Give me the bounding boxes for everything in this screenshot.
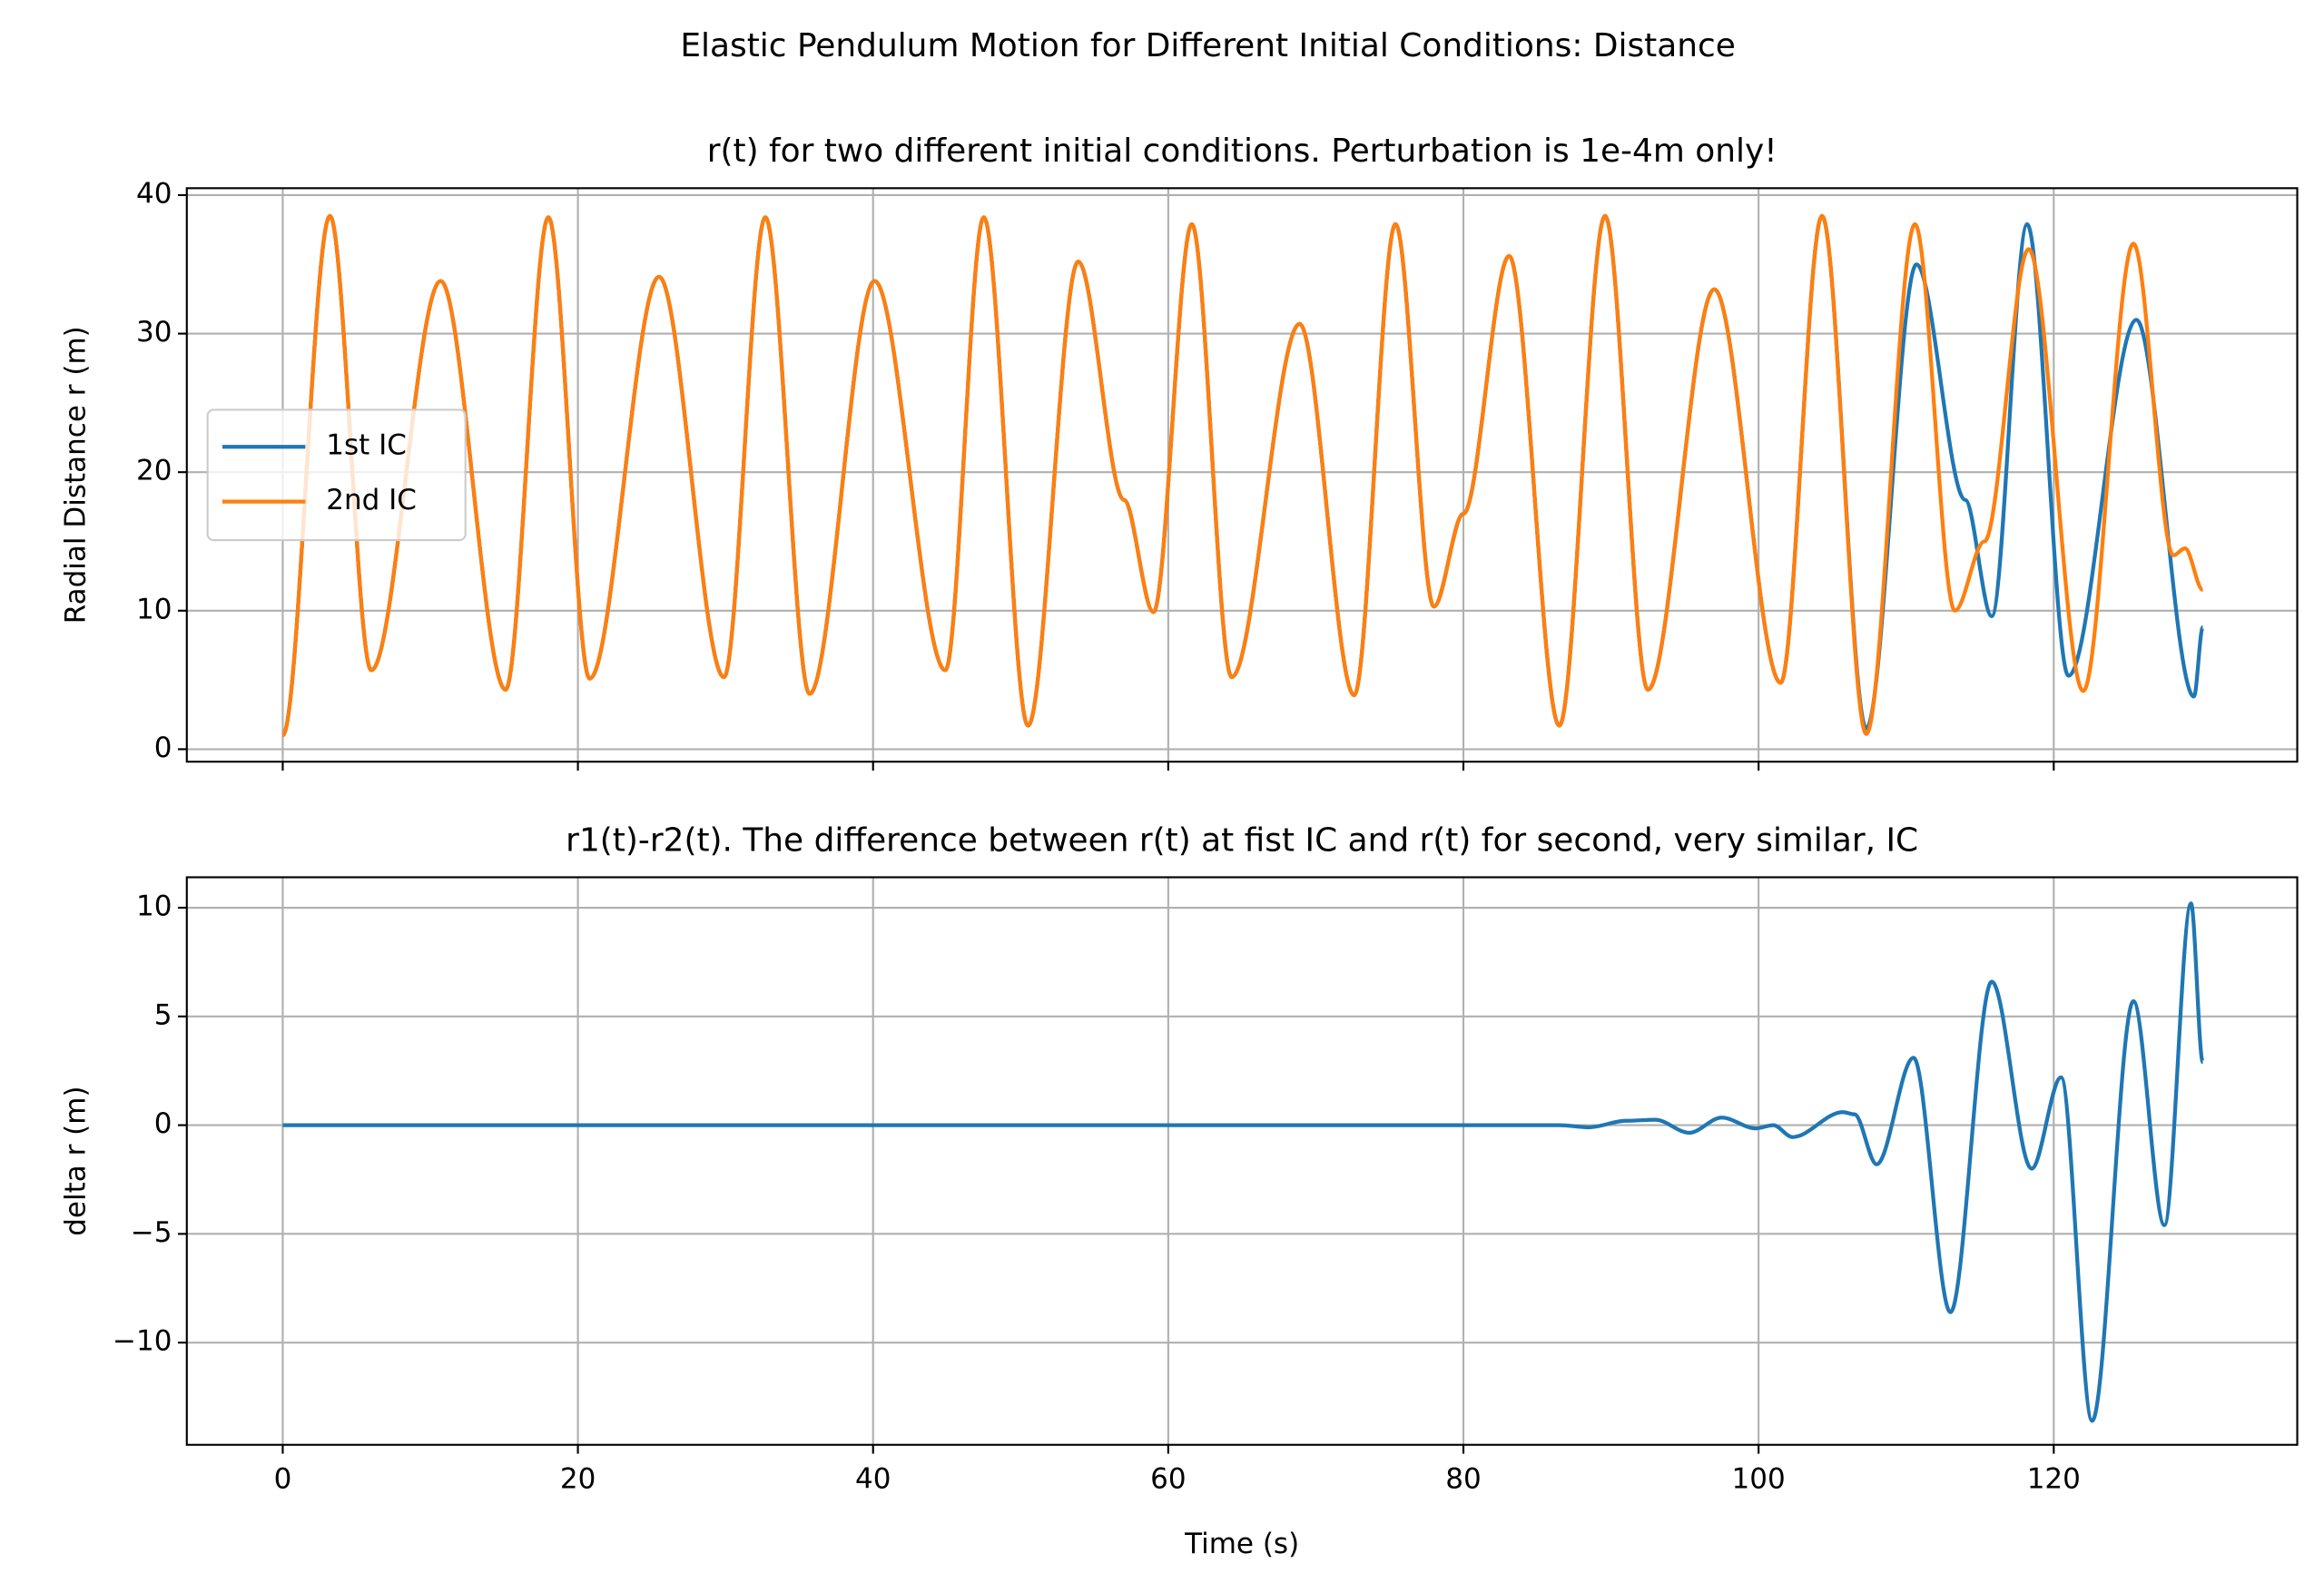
- x-tick-label: 20: [560, 1462, 596, 1495]
- y-tick-label: 30: [136, 316, 172, 349]
- axes-frame: [185, 187, 2299, 763]
- x-tick-label: 100: [1732, 1462, 1786, 1495]
- x-tick-label: 0: [274, 1462, 292, 1495]
- x-axis-label: Time (s): [1184, 1528, 1299, 1560]
- axes-frame: [185, 876, 2299, 1446]
- y-axis-label: Radial Distance r (m): [59, 326, 92, 624]
- y-axis-label: delta r (m): [59, 1086, 92, 1235]
- y-tick-label: 0: [154, 732, 172, 764]
- series-line: [282, 901, 2205, 1423]
- figure-title: Elastic Pendulum Motion for Different In…: [680, 27, 1736, 64]
- y-tick-label: 5: [154, 998, 172, 1031]
- legend-label: 1st IC: [326, 429, 407, 462]
- y-tick-label: 10: [136, 593, 172, 625]
- x-tick-label: 80: [1445, 1462, 1481, 1495]
- y-tick-label: −10: [113, 1325, 172, 1358]
- y-tick-label: 40: [136, 177, 172, 210]
- x-tick-label: 60: [1150, 1462, 1186, 1495]
- y-tick-label: 20: [136, 455, 172, 487]
- chart-title: r1(t)-r2(t). The difference between r(t)…: [566, 821, 1918, 859]
- y-tick-label: 10: [136, 890, 172, 923]
- legend-box: [206, 408, 467, 542]
- x-tick-label: 120: [2027, 1462, 2081, 1495]
- x-tick-label: 40: [855, 1462, 891, 1495]
- chart-title: r(t) for two different initial condition…: [707, 133, 1777, 170]
- y-tick-label: 0: [154, 1107, 172, 1140]
- series-line: [281, 213, 2205, 738]
- legend-label: 2nd IC: [326, 484, 417, 516]
- y-tick-label: −5: [131, 1216, 172, 1249]
